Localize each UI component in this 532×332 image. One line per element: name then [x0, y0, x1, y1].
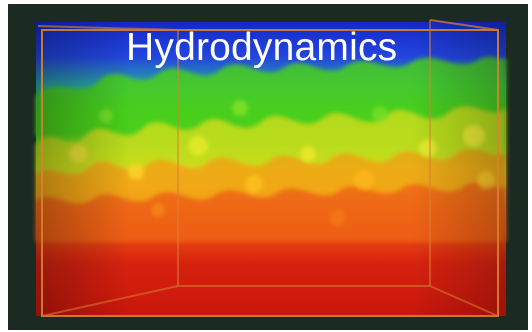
- simulation-box-outline: [37, 19, 499, 317]
- slide-title: Hydrodynamics: [126, 26, 398, 69]
- hydrodynamics-simulation-image: [36, 19, 506, 317]
- simulation-panel: Hydrodynamics: [8, 4, 528, 330]
- fluid-volume: [36, 22, 506, 316]
